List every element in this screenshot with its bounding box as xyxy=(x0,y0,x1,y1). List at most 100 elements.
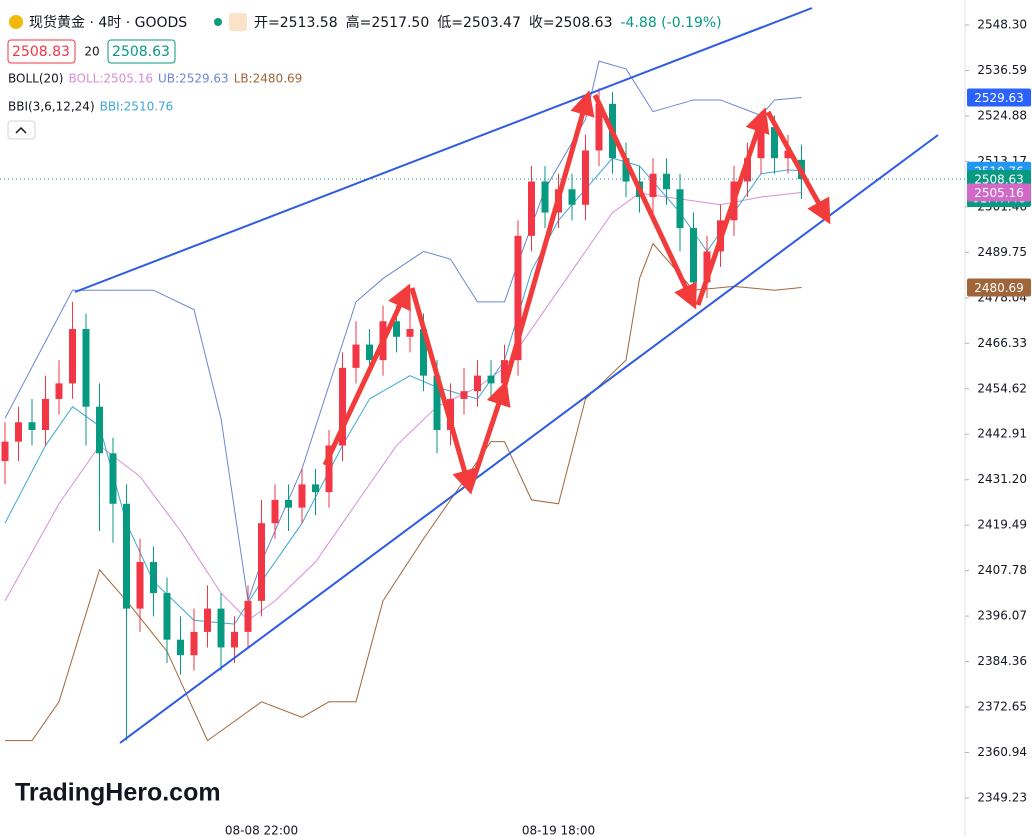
candle-body xyxy=(28,422,36,430)
candle-body xyxy=(582,150,589,205)
symbol-icon xyxy=(9,15,23,29)
ohlc-value: 开=2513.58 xyxy=(254,15,338,31)
candle-body xyxy=(663,173,670,190)
candle-body xyxy=(771,127,778,159)
candle-body xyxy=(757,127,765,159)
candle-body xyxy=(231,631,238,648)
candle-body xyxy=(690,228,697,283)
price-tag-label: 2505.16 xyxy=(974,186,1024,200)
legend-entry: UB:2529.63 xyxy=(158,72,229,86)
y-tick-label: 2454.62 xyxy=(977,381,1027,395)
candle-body xyxy=(163,593,171,640)
candle-body xyxy=(244,600,252,632)
y-tick-label: 2419.49 xyxy=(977,518,1027,532)
legend-entry: LB:2480.69 xyxy=(234,72,303,86)
candle-body xyxy=(123,503,130,609)
wave-arrows xyxy=(322,90,831,495)
candle-body xyxy=(541,181,549,213)
candle-body xyxy=(676,189,684,229)
candle-body xyxy=(622,158,630,182)
bid-price: 2508.83 xyxy=(12,44,70,60)
candle-body xyxy=(703,251,711,283)
candle-body xyxy=(433,375,441,430)
candle-body xyxy=(325,445,333,493)
candle-body xyxy=(460,391,468,399)
candle-body xyxy=(595,103,603,151)
ohlc-value: 低=2503.47 xyxy=(437,15,521,31)
collapse-button[interactable] xyxy=(7,120,36,140)
status-badge xyxy=(229,13,247,31)
candle-body xyxy=(258,523,265,601)
plot xyxy=(0,60,965,742)
y-tick-label: 2536.59 xyxy=(977,63,1027,77)
candle-body xyxy=(649,173,657,198)
candle-body xyxy=(217,608,225,648)
candle-body xyxy=(177,639,184,656)
legend-entry: BOLL(20) xyxy=(8,72,63,86)
status-dot xyxy=(214,18,222,26)
y-tick-label: 2442.91 xyxy=(977,427,1027,441)
candle-body xyxy=(312,484,319,493)
candle-body xyxy=(204,608,211,632)
candle-body xyxy=(501,360,508,384)
candle-body xyxy=(352,344,360,368)
trend-lines xyxy=(74,7,939,744)
y-tick-label: 2466.33 xyxy=(977,336,1027,350)
y-tick-label: 2384.36 xyxy=(977,654,1027,668)
y-tick-label: 2489.75 xyxy=(977,245,1027,259)
candle-body xyxy=(1,441,9,462)
candle-body xyxy=(42,398,49,430)
candle-body xyxy=(406,329,414,337)
price-tag xyxy=(967,183,1031,202)
candle-body xyxy=(55,383,63,399)
y-tick-label: 2349.23 xyxy=(977,790,1027,804)
candle-body xyxy=(474,375,481,392)
candle-body xyxy=(271,499,279,524)
candle-body xyxy=(366,344,373,361)
header: 现货黄金 · 4时 · GOODS 开=2513.58 高=2517.50 低=25… xyxy=(7,13,722,140)
candle-body xyxy=(514,235,522,361)
y-tick-label: 2524.88 xyxy=(977,108,1027,122)
y-tick-label: 2407.78 xyxy=(977,563,1027,577)
price-tag-label: 2529.63 xyxy=(974,91,1024,105)
ohlc-value: 收=2508.63 xyxy=(529,15,613,31)
candle-body xyxy=(82,329,90,407)
candle-body xyxy=(487,375,495,384)
x-tick-label: 08-08 22:00 xyxy=(225,824,298,836)
price-tag xyxy=(967,88,1031,107)
candle-body xyxy=(568,189,576,205)
candle-body xyxy=(285,499,292,508)
x-tick-label: 08-19 18:00 xyxy=(522,824,595,836)
candle-body xyxy=(339,367,346,446)
y-tick-label: 2372.65 xyxy=(977,700,1027,714)
legend-entry: BBI:2510.76 xyxy=(100,100,174,114)
candle-body xyxy=(69,329,76,384)
ask-box[interactable] xyxy=(107,39,176,64)
y-tick-label: 2360.94 xyxy=(977,745,1027,759)
y-tick-label: 2396.07 xyxy=(977,609,1027,623)
spread: 20 xyxy=(84,45,99,59)
candle-body xyxy=(393,321,400,337)
candle-body xyxy=(136,562,144,609)
ask-price: 2508.63 xyxy=(112,44,170,60)
candle-body xyxy=(109,453,117,504)
indicator-line xyxy=(4,60,802,602)
watermark: TradingHero.com xyxy=(15,779,221,807)
ohlc-value: 高=2517.50 xyxy=(346,14,430,31)
candle-body xyxy=(420,329,427,376)
price-tag xyxy=(967,278,1031,297)
candle-body xyxy=(96,406,103,454)
indicator-line xyxy=(5,242,802,742)
candle-body xyxy=(744,158,751,182)
legend-entry: BOLL:2505.16 xyxy=(68,72,153,86)
candle-body xyxy=(150,562,157,594)
candle-body xyxy=(528,181,535,236)
symbol-title: 现货黄金 · 4时 · GOODS xyxy=(29,14,187,31)
collapse-icon xyxy=(15,126,27,134)
bid-box[interactable] xyxy=(7,39,76,64)
legend-entry: BBI(3,6,12,24) xyxy=(8,100,95,114)
indicator-line xyxy=(4,192,802,621)
y-tick-label: 2431.20 xyxy=(977,472,1027,486)
candle-body xyxy=(298,484,306,508)
